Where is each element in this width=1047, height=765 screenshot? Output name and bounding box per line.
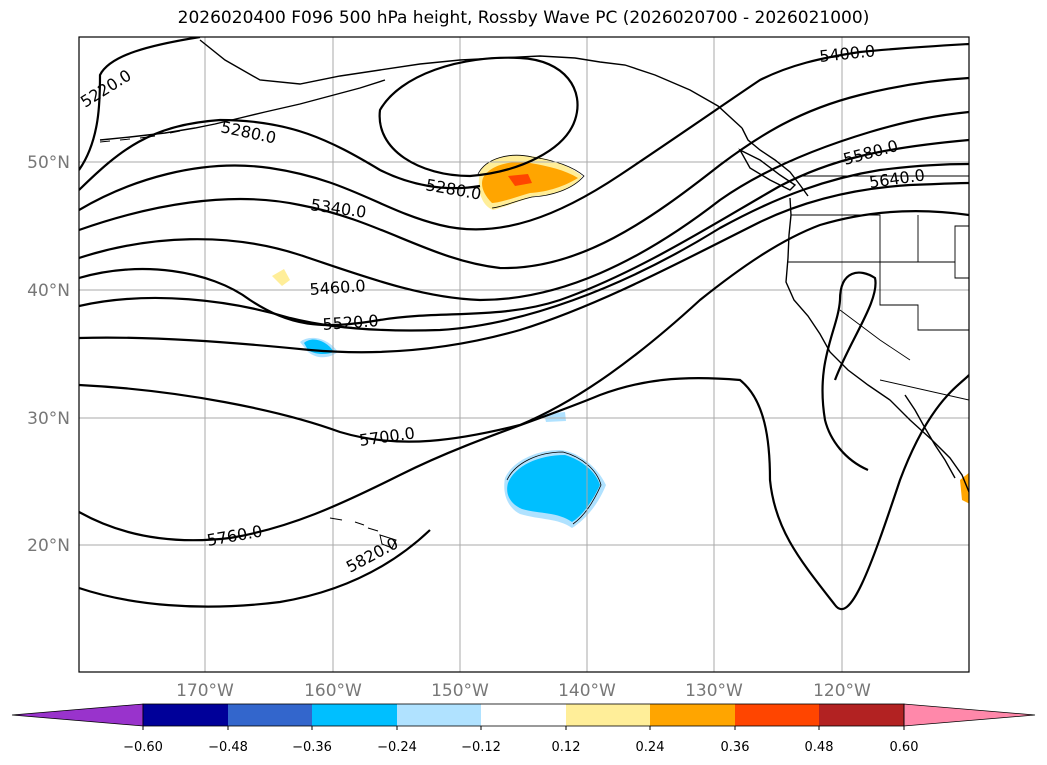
colorbar-tick-label: −0.36 [292, 740, 332, 755]
positive-anomaly-area [960, 472, 969, 504]
lon-label: 150°W [431, 681, 489, 701]
hawaiian-islands [367, 527, 379, 532]
lon-label: 140°W [558, 681, 616, 701]
contour-5640-south [79, 210, 969, 443]
contour-5460 [79, 110, 969, 302]
colorbar-segment [481, 704, 566, 726]
contour-5220 [79, 37, 201, 171]
state-border [879, 379, 969, 401]
islands [99, 130, 397, 549]
contour-5520 [79, 138, 969, 327]
us-west-coast [785, 197, 969, 493]
height-contours [79, 37, 969, 611]
state-border [879, 262, 969, 331]
hawaiian-islands [379, 534, 397, 549]
contour-5400 [79, 76, 969, 270]
lat-label: 40°N [27, 281, 70, 301]
colorbar-tick-label: −0.24 [377, 740, 417, 755]
contour-5760 [79, 529, 431, 608]
colorbar-tick-label: −0.12 [461, 740, 501, 755]
colorbar-segment [650, 704, 735, 726]
colorbar-tick-label: 0.12 [552, 740, 581, 755]
political-borders [788, 175, 969, 401]
colorbar-segment [735, 704, 819, 726]
lon-label: 120°W [813, 681, 871, 701]
map-background [79, 37, 969, 672]
state-border [954, 225, 969, 279]
hawaiian-islands [354, 521, 365, 526]
contour-label: 5460.0 [309, 276, 366, 299]
baja-california-coast [904, 394, 956, 479]
contour-5280-closed [378, 56, 579, 178]
negative-anomaly-area-edge [506, 451, 602, 525]
colorbar-segment [566, 704, 650, 726]
aleutian-islands [99, 130, 181, 143]
lon-label: 130°W [685, 681, 743, 701]
lon-label: 170°W [176, 681, 234, 701]
contour-5700-lowloop [821, 271, 877, 472]
colorbar-tick-label: −0.48 [208, 740, 248, 755]
bc-coast [741, 127, 809, 197]
negative-anomaly-area [507, 455, 600, 522]
lon-label: 160°W [304, 681, 362, 701]
colorbar-segment [397, 704, 481, 726]
contour-5580 [79, 162, 969, 332]
contour-5280 [79, 118, 481, 191]
colorbar: −0.60 −0.48 −0.36 −0.24 −0.12 0.12 0.24 … [11, 703, 1036, 755]
contour-5700 [79, 374, 969, 611]
hawaiian-islands [329, 517, 343, 521]
colorbar-over-arrow [903, 703, 1036, 727]
colorbar-frame [142, 703, 905, 727]
positive-anomaly-area-edge [477, 154, 585, 209]
contour-5340 [79, 42, 969, 231]
colorbar-segment [819, 704, 904, 726]
contour-5640 [79, 181, 969, 354]
lat-label: 50°N [27, 153, 70, 173]
state-border [791, 214, 955, 263]
state-border [839, 309, 911, 361]
positive-anomaly-area [272, 269, 290, 286]
colorbar-under-arrow [11, 703, 144, 727]
strong-positive-anomaly-area [508, 174, 532, 186]
colorbar-segment [143, 704, 228, 726]
graticule [79, 37, 969, 672]
map-title: 2026020400 F096 500 hPa height, Rossby W… [177, 8, 870, 28]
colorbar-tick-label: 0.48 [805, 740, 834, 755]
contour-label: 5520.0 [322, 311, 379, 334]
vancouver-island [738, 148, 797, 191]
map-border [78, 36, 970, 673]
colorbar-tick-label: 0.36 [721, 740, 750, 755]
colorbar-tick-label: −0.60 [123, 740, 163, 755]
colorbar-segment [228, 704, 312, 726]
colorbar-segment [312, 704, 397, 726]
lat-label: 30°N [27, 409, 70, 429]
lat-label: 20°N [27, 536, 70, 556]
colorbar-tick-label: 0.60 [890, 740, 919, 755]
colorbar-tick-label: 0.24 [636, 740, 665, 755]
